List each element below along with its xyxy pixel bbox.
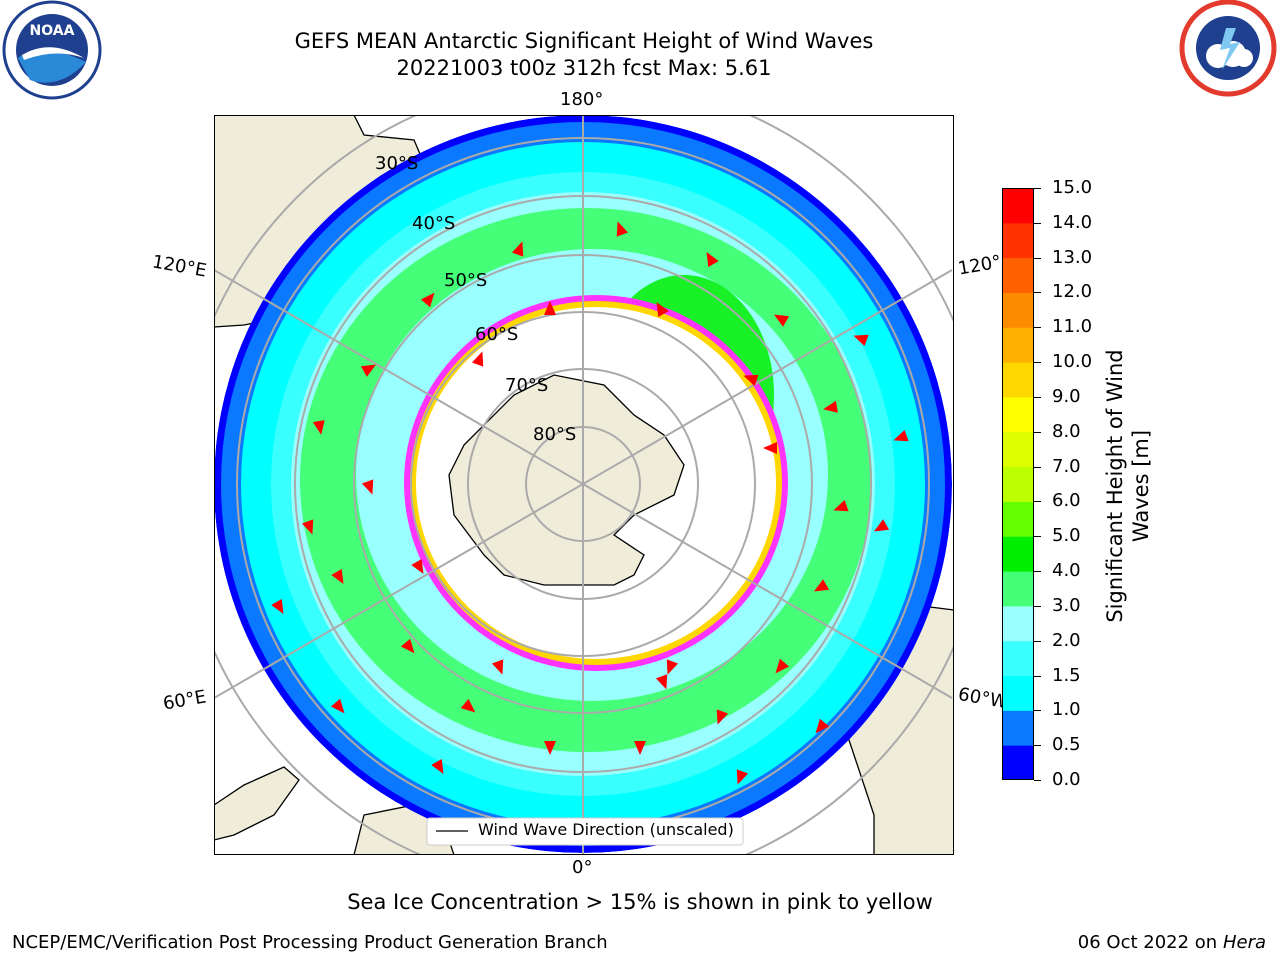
colorbar-tick-mark	[1034, 257, 1041, 259]
colorbar-tick-label: 2.0	[1052, 629, 1081, 651]
lon-label-120w: 120°	[956, 251, 1003, 280]
lat-label-30s: 30°S	[375, 153, 419, 174]
nws-logo	[1178, 0, 1278, 104]
colorbar-tick-label: 10.0	[1052, 351, 1093, 373]
colorbar-segment	[1002, 431, 1034, 468]
colorbar-segment	[1002, 222, 1034, 259]
wind-direction-arrows	[271, 221, 909, 785]
colorbar-tick-mark	[1034, 188, 1041, 189]
colorbar-tick-mark	[1034, 362, 1041, 364]
colorbar-tick-mark	[1034, 222, 1041, 224]
colorbar-tick-mark	[1034, 396, 1041, 398]
lon-label-0: 0°	[572, 857, 593, 878]
colorbar-tick-mark	[1034, 745, 1041, 747]
colorbar-tick-mark	[1034, 501, 1041, 503]
colorbar-segment	[1002, 640, 1034, 677]
colorbar-tick-mark	[1034, 605, 1041, 607]
sea-ice-caption: Sea Ice Concentration > 15% is shown in …	[347, 890, 933, 914]
noaa-logo: NOAA	[0, 0, 104, 108]
lat-label-80s: 80°S	[533, 424, 577, 445]
chart-title: GEFS MEAN Antarctic Significant Height o…	[294, 29, 874, 53]
colorbar-tick-label: 1.5	[1052, 664, 1081, 686]
lat-label-50s: 50°S	[444, 270, 488, 291]
legend-label: Wind Wave Direction (unscaled)	[478, 820, 734, 839]
colorbar-segment	[1002, 501, 1034, 537]
colorbar-tick-label: 0.0	[1052, 769, 1081, 790]
graticule	[214, 115, 954, 855]
footer-date: 06 Oct 2022 on Hera	[1078, 932, 1266, 953]
svg-text:NOAA: NOAA	[30, 23, 75, 39]
chart-subtitle: 20221003 t00z 312h fcst Max: 5.61	[396, 56, 772, 80]
colorbar-segment	[1002, 536, 1034, 572]
lon-label-60e: 60°E	[161, 686, 208, 715]
colorbar-tick-label: 0.5	[1052, 734, 1081, 756]
colorbar-tick-label: 9.0	[1052, 385, 1081, 407]
colorbar-segment	[1002, 396, 1034, 433]
colorbar-segment	[1002, 327, 1034, 363]
colorbar-tick-mark	[1034, 710, 1041, 712]
colorbar-segment	[1002, 571, 1034, 607]
colorbar-tick-label: 8.0	[1052, 420, 1081, 442]
colorbar-tick-mark	[1034, 640, 1041, 642]
colorbar-segment	[1002, 257, 1034, 293]
colorbar-tick-mark	[1034, 466, 1041, 468]
lat-label-40s: 40°S	[412, 213, 456, 234]
colorbar-tick-label: 5.0	[1052, 525, 1081, 547]
colorbar-tick-label: 12.0	[1052, 281, 1093, 303]
footer-credit: NCEP/EMC/Verification Post Processing Pr…	[12, 932, 608, 953]
colorbar-tick-label: 7.0	[1052, 455, 1081, 477]
colorbar-label: Significant Height of Wind Waves [m]	[1103, 349, 1153, 623]
colorbar-tick-mark	[1034, 292, 1041, 294]
colorbar-tick-mark	[1034, 431, 1041, 433]
footer-date-text: 06 Oct 2022 on	[1077, 932, 1218, 953]
colorbar-segment	[1002, 466, 1034, 502]
map-legend	[426, 817, 744, 846]
colorbar-tick-mark	[1034, 780, 1041, 781]
colorbar-tick-label: 6.0	[1052, 490, 1081, 512]
lon-label-120e: 120°E	[150, 251, 209, 282]
colorbar-segment	[1002, 292, 1034, 328]
colorbar-segment	[1002, 745, 1034, 781]
colorbar-segment	[1002, 710, 1034, 746]
colorbar-segment	[1002, 675, 1034, 711]
colorbar-segment	[1002, 188, 1034, 224]
colorbar-tick-label: 3.0	[1052, 594, 1081, 616]
colorbar-segment	[1002, 605, 1034, 642]
colorbar-tick-label: 13.0	[1052, 246, 1093, 268]
footer-host: Hera	[1222, 932, 1266, 953]
colorbar-tick-mark	[1034, 571, 1041, 573]
colorbar	[1002, 188, 1034, 781]
colorbar-tick-mark	[1034, 327, 1041, 329]
lat-label-60s: 60°S	[475, 324, 519, 345]
colorbar-tick-label: 15.0	[1052, 177, 1093, 198]
colorbar-tick-label: 11.0	[1052, 316, 1093, 338]
colorbar-segment	[1002, 362, 1034, 398]
colorbar-tick-label: 4.0	[1052, 560, 1081, 582]
colorbar-tick-label: 1.0	[1052, 699, 1081, 721]
polar-map: Wind Wave Direction (unscaled)	[213, 114, 955, 856]
colorbar-tick-mark	[1034, 536, 1041, 538]
lon-label-180: 180°	[560, 89, 604, 110]
colorbar-tick-label: 14.0	[1052, 211, 1093, 233]
lat-label-70s: 70°S	[505, 375, 549, 396]
colorbar-tick-mark	[1034, 675, 1041, 677]
